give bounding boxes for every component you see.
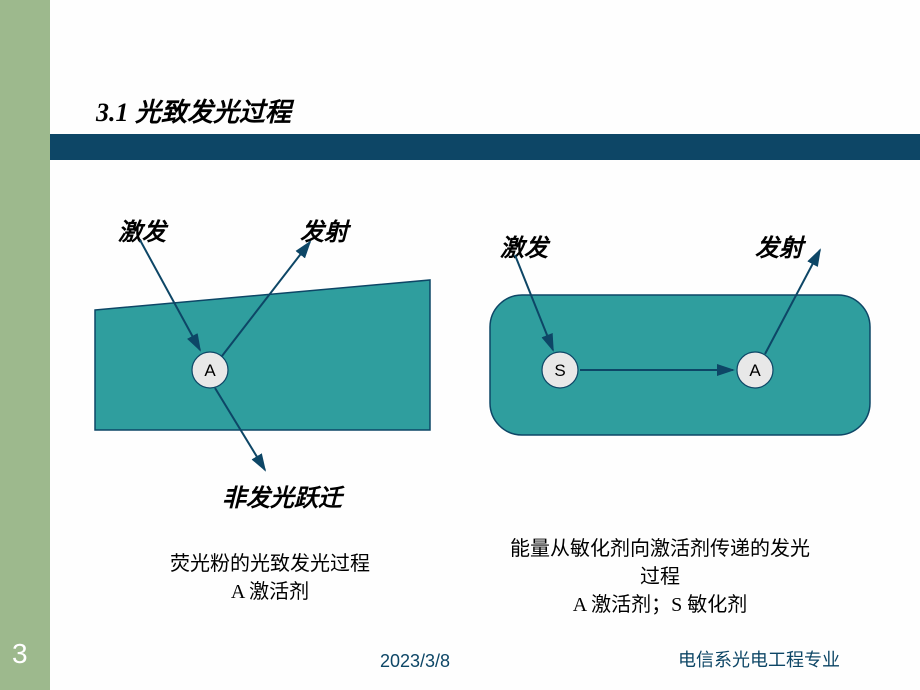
page-number: 3: [12, 638, 28, 670]
footer-dept: 电信系光电工程专业: [678, 646, 840, 672]
title-bar: [50, 134, 920, 160]
caption-right: 能量从敏化剂向激活剂传递的发光过程 A 激活剂；S 敏化剂: [505, 535, 815, 619]
page-title: 3.1 光致发光过程: [96, 92, 291, 129]
node-a-right-label: A: [749, 361, 761, 380]
caption-left: 荧光粉的光致发光过程 A 激活剂: [130, 550, 410, 606]
left-stripe: [0, 0, 50, 690]
caption-left-l1: 荧光粉的光致发光过程: [130, 550, 410, 578]
caption-right-l2: A 激活剂；S 敏化剂: [505, 591, 815, 619]
caption-left-l2: A 激活剂: [130, 578, 410, 606]
caption-right-l1: 能量从敏化剂向激活剂传递的发光过程: [505, 535, 815, 591]
node-a-left-label: A: [204, 361, 216, 380]
footer-date: 2023/3/8: [380, 651, 450, 672]
node-s-label: S: [554, 361, 565, 380]
